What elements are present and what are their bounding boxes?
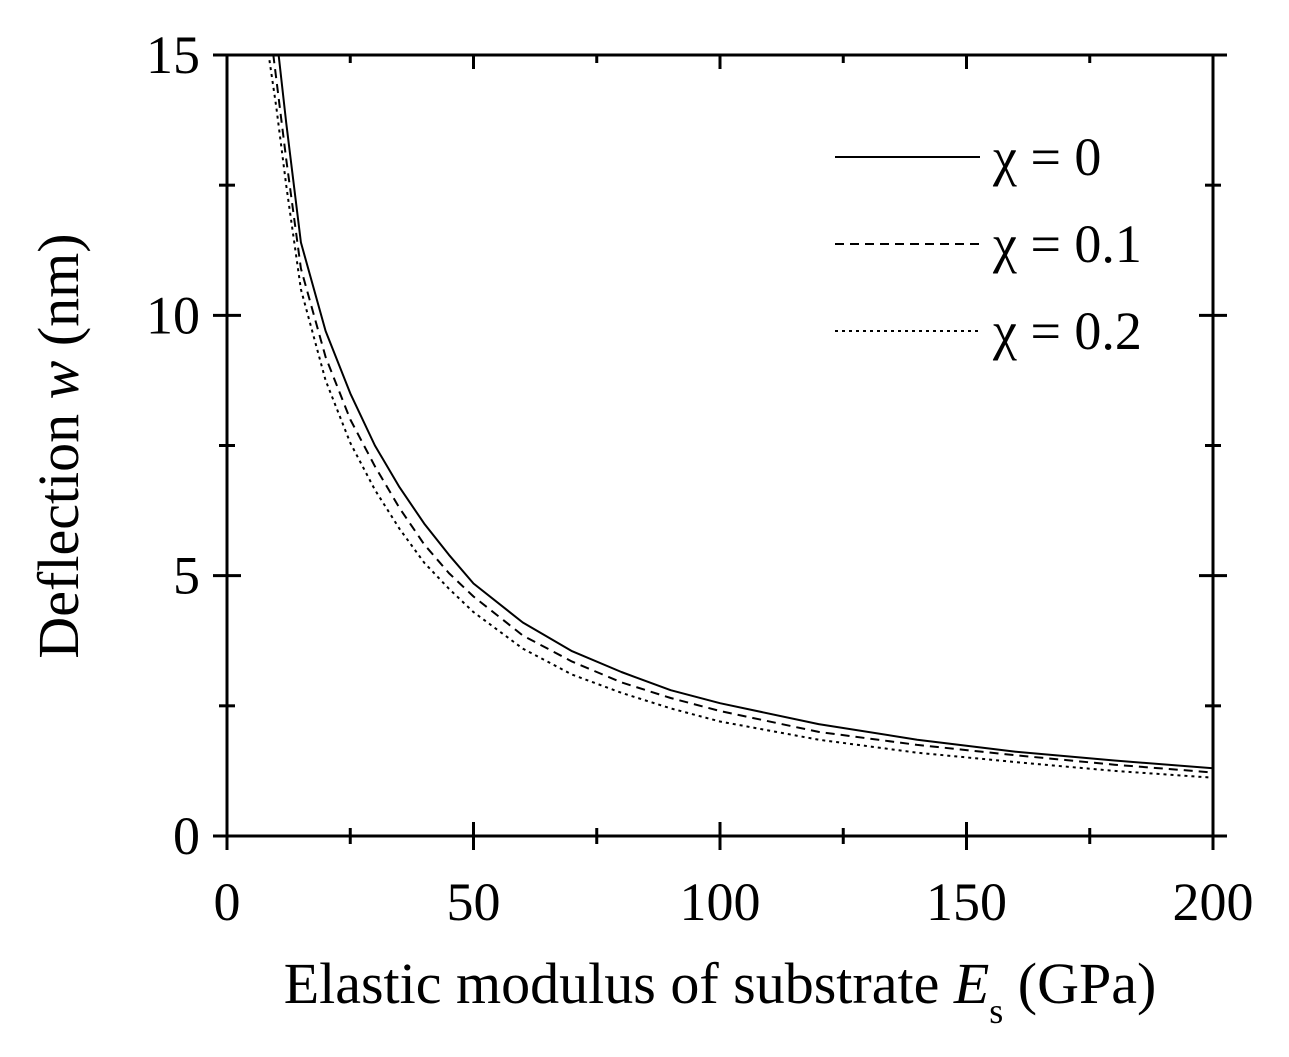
y-axis-title-main: Deflection	[26, 399, 91, 658]
legend-label: χ = 0.1	[992, 214, 1142, 274]
x-tick-label: 50	[447, 872, 501, 932]
y-axis-title-unit: (nm)	[26, 233, 91, 360]
x-axis-title-subscript: s	[989, 991, 1003, 1031]
x-axis-title: Elastic modulus of substrate Es (GPa)	[284, 951, 1157, 1031]
series-line-1	[272, 55, 1213, 774]
x-axis-title-main: Elastic modulus of substrate	[284, 951, 954, 1016]
series-line-2	[267, 55, 1213, 779]
x-tick-label: 100	[680, 872, 761, 932]
x-tick-label: 200	[1173, 872, 1254, 932]
x-tick-label: 150	[926, 872, 1007, 932]
x-tick-label: 0	[214, 872, 241, 932]
y-axis-title: Deflection w (nm)	[26, 233, 91, 658]
x-axis-title-unit: (GPa)	[1003, 951, 1156, 1016]
y-tick-label: 0	[173, 806, 200, 866]
legend-label: χ = 0	[992, 127, 1101, 187]
legend: χ = 0 χ = 0.1 χ = 0.2	[835, 127, 1142, 361]
x-axis-title-symbol: E	[953, 951, 989, 1016]
series-line-0	[277, 55, 1213, 770]
y-tick-label: 10	[146, 285, 200, 345]
y-tick-label: 5	[173, 546, 200, 606]
legend-label: χ = 0.2	[992, 301, 1142, 361]
y-tick-label: 15	[146, 25, 200, 85]
tick-labels: 0 50 100 150 200 0 5 10 15	[146, 25, 1254, 932]
y-axis-title-symbol: w	[26, 360, 91, 399]
series-lines	[267, 55, 1213, 779]
plot-frame	[225, 53, 1215, 838]
